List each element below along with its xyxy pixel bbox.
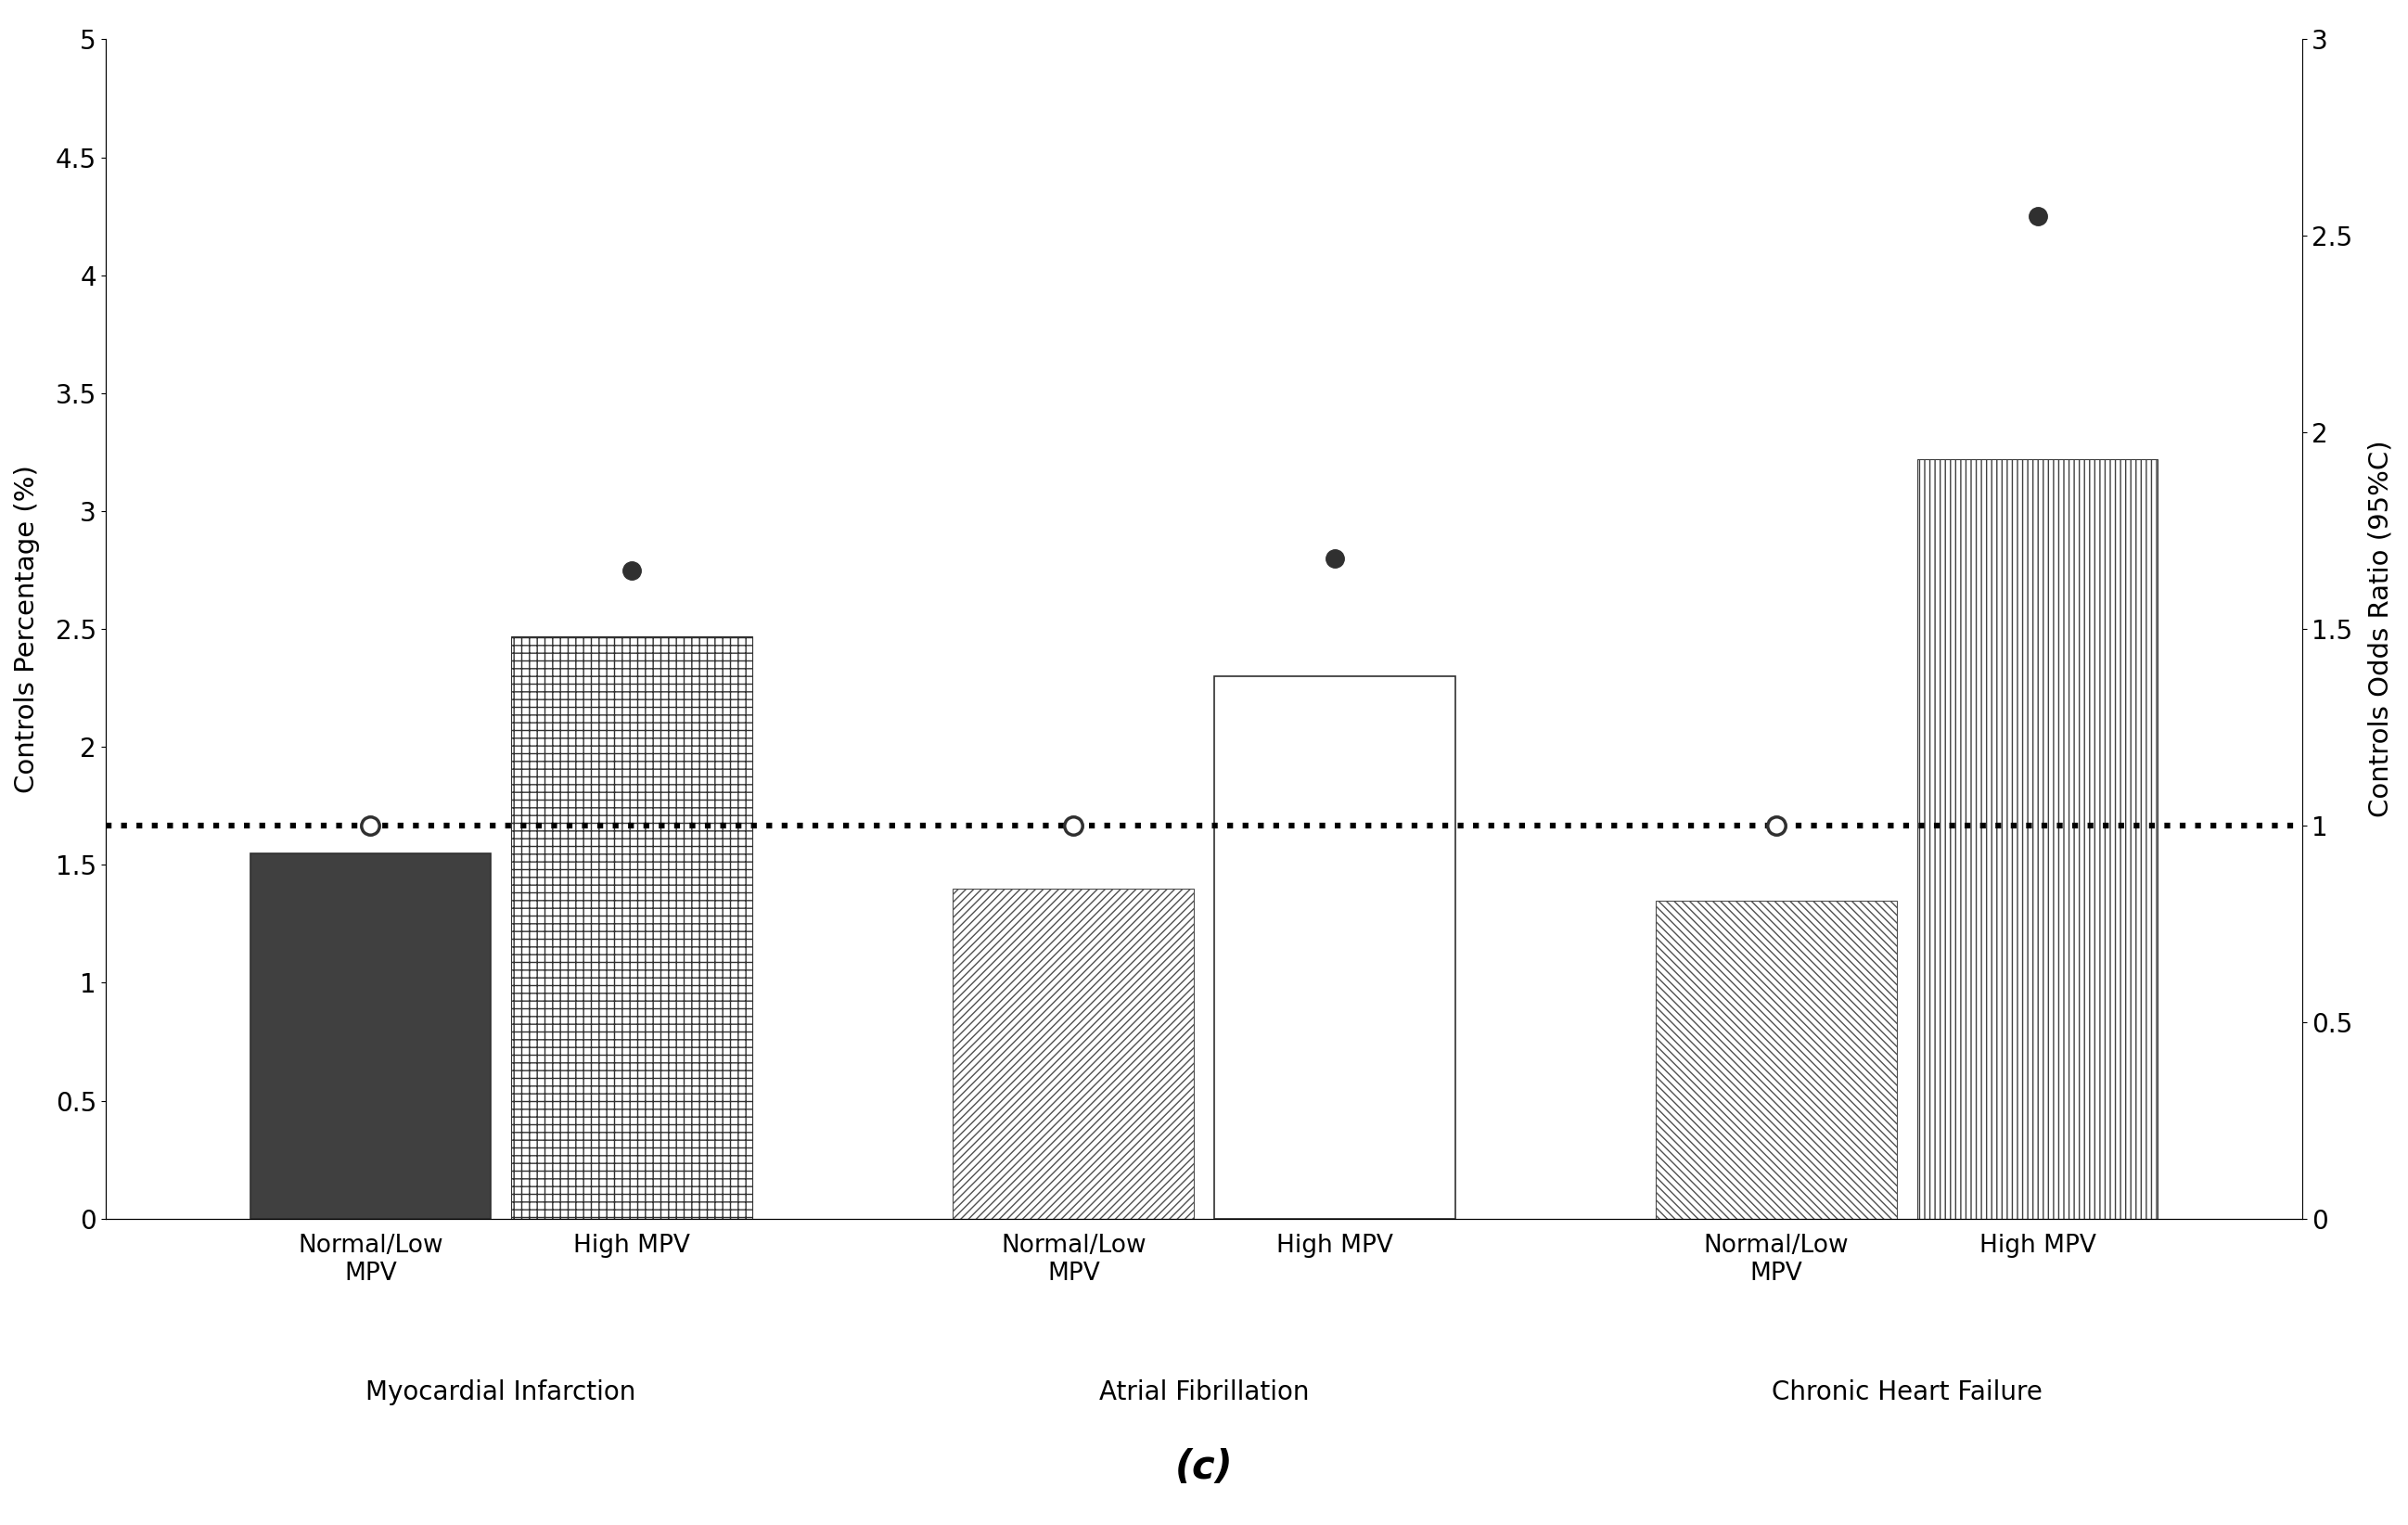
Bar	[954, 889, 1194, 1218]
Bar	[250, 852, 491, 1218]
Text: Myocardial Infarction: Myocardial Infarction	[366, 1379, 636, 1405]
Text: (c): (c)	[1175, 1447, 1233, 1487]
Text: Chronic Heart Failure: Chronic Heart Failure	[1772, 1379, 2042, 1405]
Bar	[1917, 459, 2158, 1218]
Y-axis label: Controls Odds Ratio (95%C): Controls Odds Ratio (95%C)	[2367, 441, 2394, 817]
Y-axis label: Controls Percentage (%): Controls Percentage (%)	[14, 465, 41, 793]
Bar	[1214, 676, 1454, 1218]
Text: Atrial Fibrillation: Atrial Fibrillation	[1098, 1379, 1310, 1405]
Bar	[1657, 900, 1898, 1218]
Bar	[510, 636, 751, 1218]
